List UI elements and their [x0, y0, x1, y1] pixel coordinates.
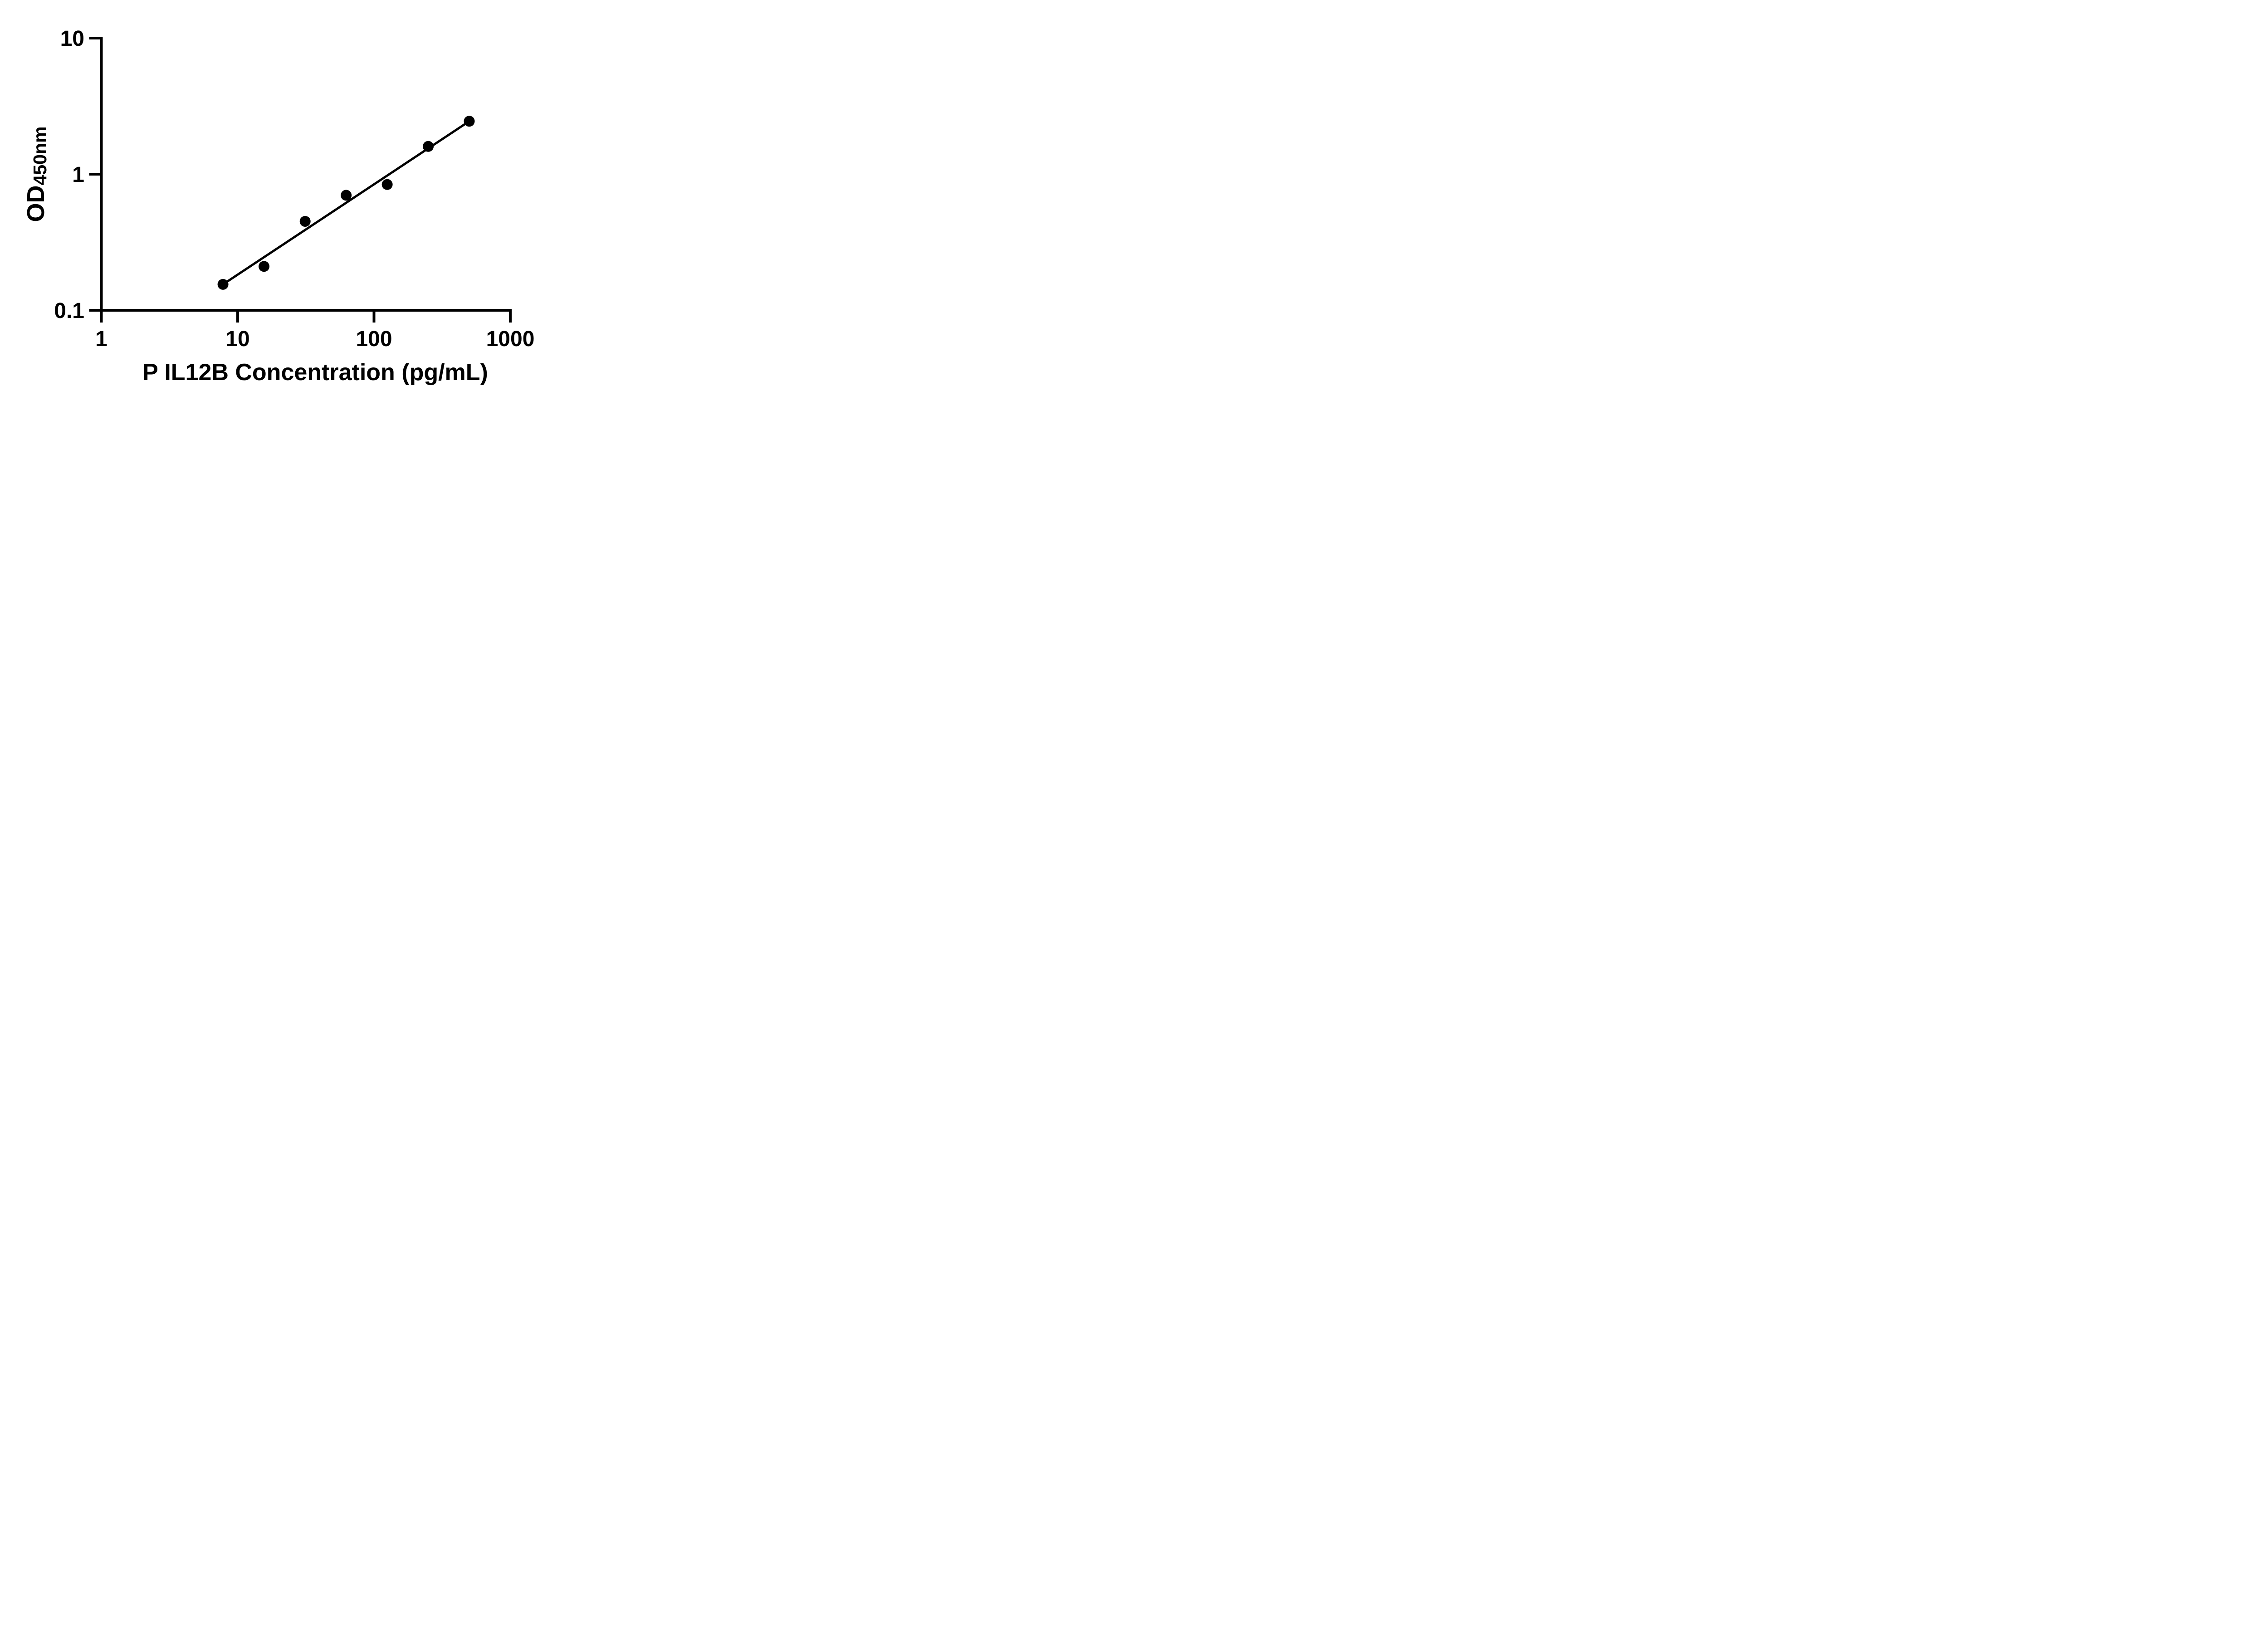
- y-axis-title-main: OD: [22, 185, 49, 222]
- elisa-standard-curve-figure: 1 10 100 1000 0.1 1 10 P IL12B Concentration (…: [0, 0, 572, 408]
- x-axis-title: P IL12B Concentration (pg/mL): [142, 359, 488, 386]
- data-point: [464, 116, 475, 127]
- data-point: [381, 179, 393, 190]
- y-tick-label: 0.1: [54, 299, 84, 323]
- chart-canvas: 1 10 100 1000 0.1 1 10 P IL12B Concentration (…: [22, 27, 534, 386]
- data-point: [217, 279, 229, 290]
- y-axis-title: OD450nm: [22, 127, 50, 222]
- x-tick-label: 100: [356, 327, 392, 351]
- y-tick-label: 1: [72, 163, 84, 187]
- data-point: [299, 216, 311, 227]
- data-point: [423, 141, 434, 152]
- x-tick-label: 1: [95, 327, 108, 351]
- x-tick-label: 10: [225, 327, 249, 351]
- data-point: [259, 261, 270, 272]
- plot-layer: 1 10 100 1000 0.1 1 10: [54, 27, 534, 351]
- data-point: [341, 190, 352, 201]
- x-tick-label: 1000: [486, 327, 535, 351]
- y-axis-title-subscript: 450nm: [29, 127, 50, 186]
- y-tick-label: 10: [60, 27, 84, 51]
